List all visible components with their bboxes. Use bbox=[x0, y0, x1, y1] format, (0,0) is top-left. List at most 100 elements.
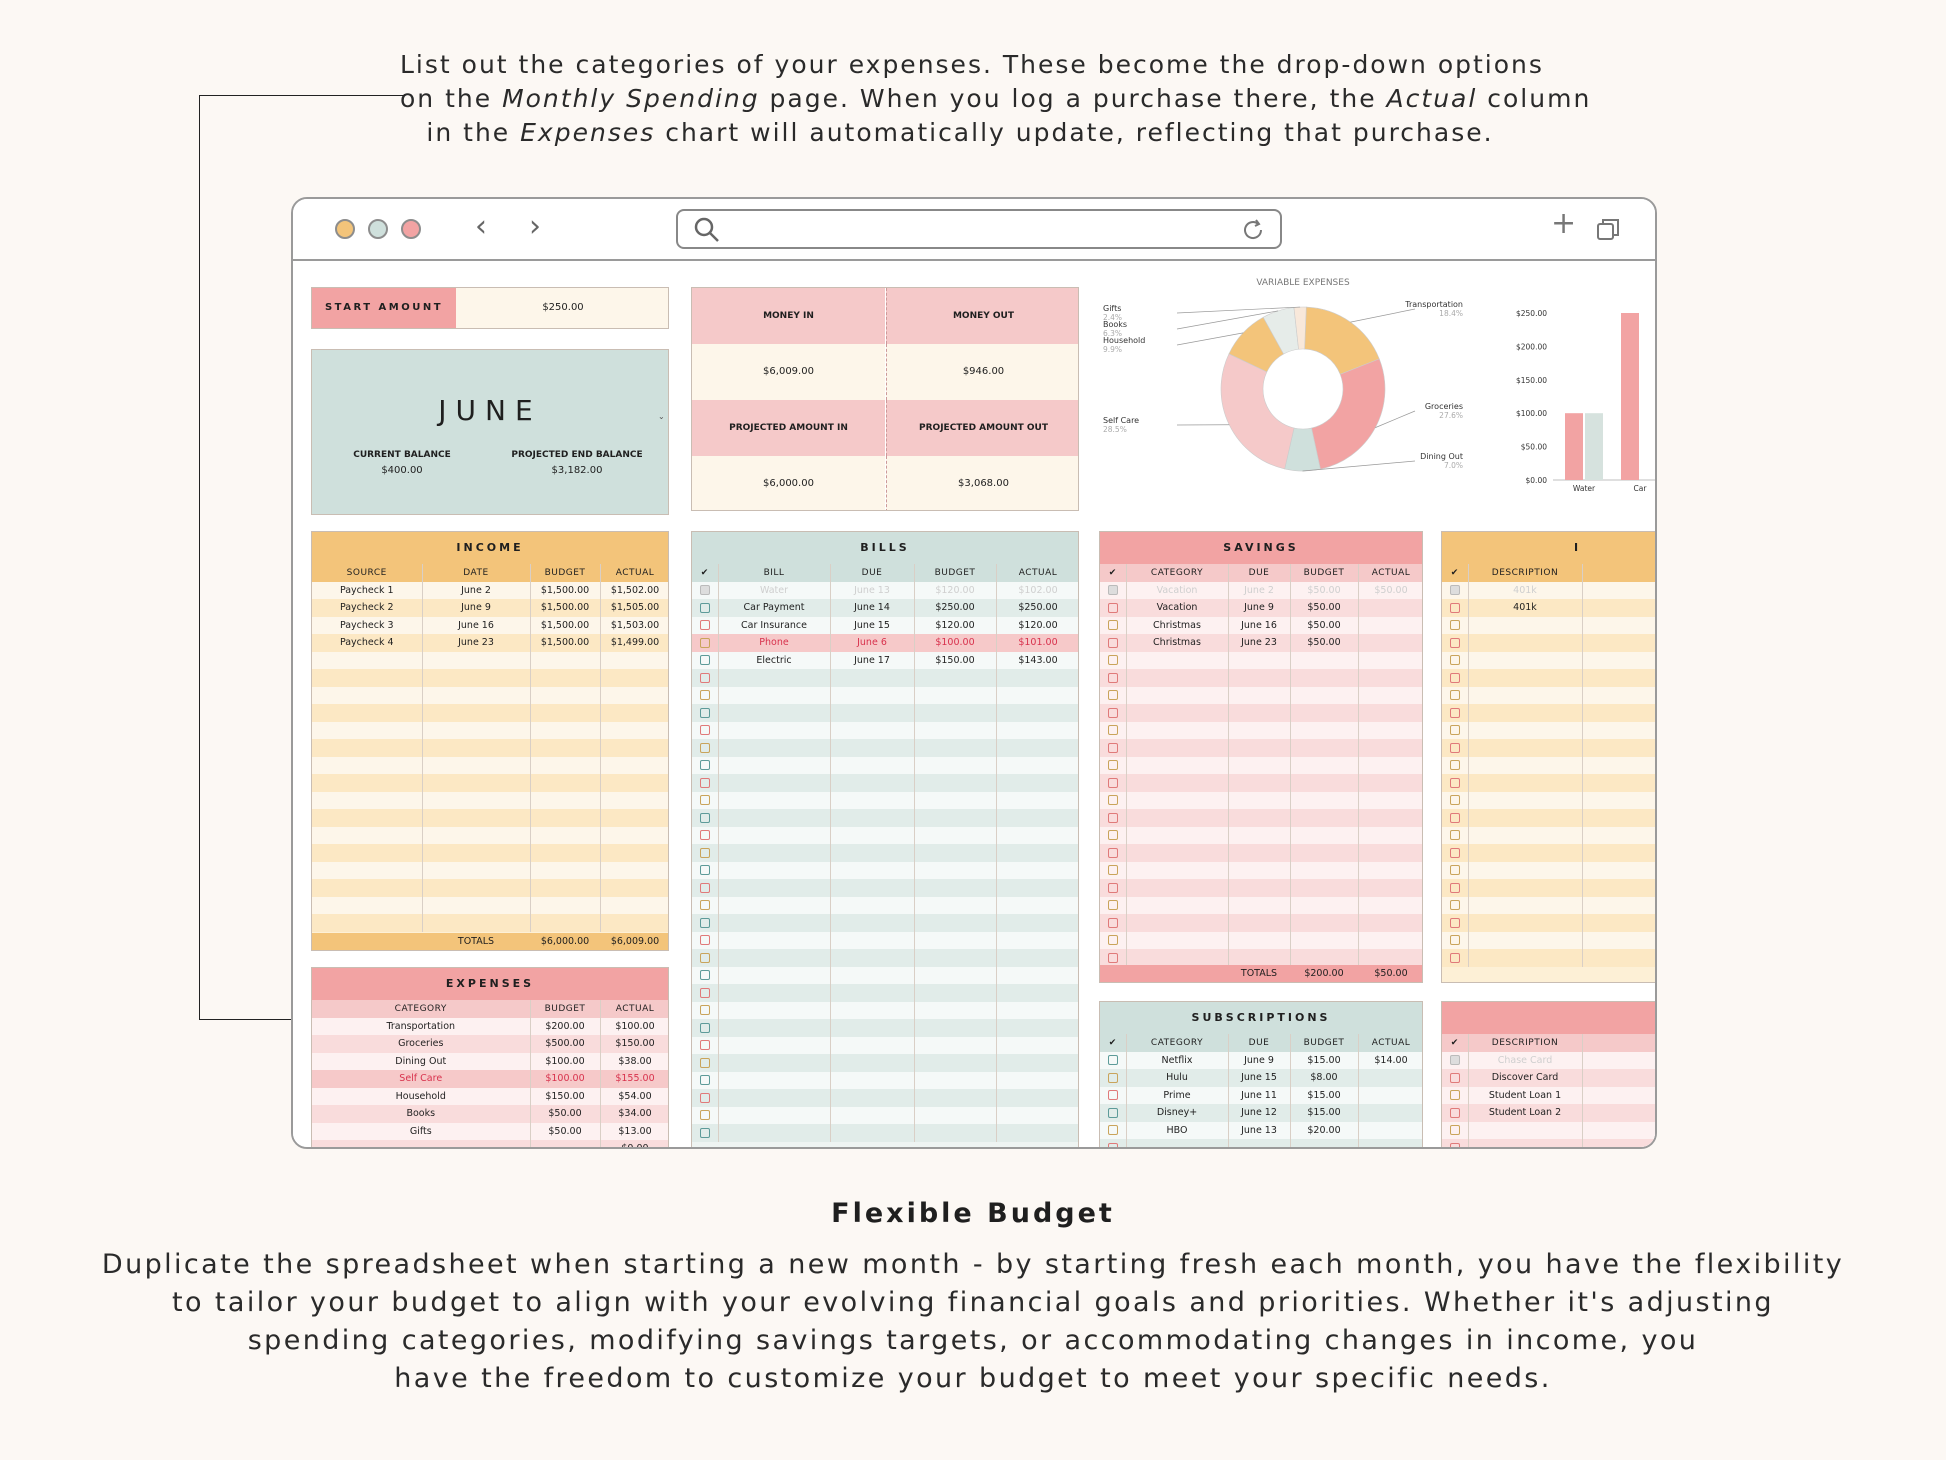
bill-checkbox[interactable] bbox=[699, 1075, 710, 1086]
saving-budget[interactable] bbox=[1290, 756, 1359, 774]
income-row[interactable] bbox=[312, 809, 668, 827]
bill-name[interactable] bbox=[718, 669, 831, 687]
investment-checkbox[interactable] bbox=[1449, 865, 1460, 876]
saving-checkbox-cell[interactable] bbox=[1100, 686, 1127, 704]
income-budget[interactable] bbox=[530, 721, 601, 739]
income-actual[interactable] bbox=[600, 791, 668, 809]
bill-due[interactable]: June 17 bbox=[830, 651, 915, 669]
bill-name[interactable] bbox=[718, 1071, 831, 1089]
bill-row[interactable] bbox=[692, 791, 1078, 809]
bill-row[interactable] bbox=[692, 896, 1078, 914]
investment-row[interactable] bbox=[1442, 634, 1655, 652]
sub-actual[interactable]: $14.00 bbox=[1358, 1051, 1422, 1069]
saving-category[interactable] bbox=[1126, 704, 1229, 722]
expense-budget[interactable]: $200.00 bbox=[530, 1017, 601, 1035]
saving-due[interactable]: June 2 bbox=[1228, 581, 1291, 599]
saving-actual[interactable] bbox=[1358, 721, 1422, 739]
investment-row[interactable]: 401k bbox=[1442, 599, 1655, 617]
bill-due[interactable] bbox=[830, 879, 915, 897]
bill-actual[interactable] bbox=[996, 669, 1078, 687]
inv-checkbox-cell[interactable] bbox=[1442, 721, 1469, 739]
bill-budget[interactable] bbox=[914, 791, 997, 809]
saving-actual[interactable] bbox=[1358, 756, 1422, 774]
income-actual[interactable] bbox=[600, 844, 668, 862]
bill-due[interactable] bbox=[830, 669, 915, 687]
bill-row[interactable] bbox=[692, 914, 1078, 932]
inv-description[interactable] bbox=[1468, 931, 1583, 949]
expense-category[interactable]: Dining Out bbox=[312, 1052, 531, 1070]
inv-description[interactable] bbox=[1468, 914, 1583, 932]
saving-checkbox-cell[interactable] bbox=[1100, 914, 1127, 932]
income-row[interactable] bbox=[312, 914, 668, 932]
income-actual[interactable] bbox=[600, 914, 668, 932]
bill-checkbox[interactable] bbox=[699, 585, 710, 596]
income-date[interactable] bbox=[422, 791, 531, 809]
bill-row[interactable] bbox=[692, 721, 1078, 739]
saving-checkbox-cell[interactable] bbox=[1100, 949, 1127, 967]
debt-checkbox-cell[interactable] bbox=[1442, 1069, 1469, 1087]
saving-row[interactable] bbox=[1100, 791, 1422, 809]
saving-due[interactable] bbox=[1228, 879, 1291, 897]
bill-due[interactable] bbox=[830, 809, 915, 827]
investment-checkbox[interactable] bbox=[1449, 620, 1460, 631]
saving-actual[interactable] bbox=[1358, 686, 1422, 704]
saving-checkbox[interactable] bbox=[1107, 882, 1118, 893]
bill-name[interactable] bbox=[718, 791, 831, 809]
bill-due[interactable] bbox=[830, 826, 915, 844]
saving-checkbox-cell[interactable] bbox=[1100, 634, 1127, 652]
sub-actual[interactable] bbox=[1358, 1121, 1422, 1139]
bill-checkbox[interactable] bbox=[699, 777, 710, 788]
bill-checkbox-cell[interactable] bbox=[692, 581, 719, 599]
bill-checkbox-cell[interactable] bbox=[692, 651, 719, 669]
saving-category[interactable] bbox=[1126, 931, 1229, 949]
income-budget[interactable] bbox=[530, 844, 601, 862]
bill-name[interactable] bbox=[718, 1054, 831, 1072]
bill-row[interactable] bbox=[692, 879, 1078, 897]
income-date[interactable]: June 23 bbox=[422, 634, 531, 652]
saving-actual[interactable] bbox=[1358, 879, 1422, 897]
bill-actual[interactable]: $120.00 bbox=[996, 616, 1078, 634]
bill-checkbox-cell[interactable] bbox=[692, 896, 719, 914]
sub-checkbox-cell[interactable] bbox=[1100, 1121, 1127, 1139]
bill-budget[interactable] bbox=[914, 1071, 997, 1089]
income-source[interactable] bbox=[312, 914, 423, 932]
income-row[interactable] bbox=[312, 704, 668, 722]
bill-due[interactable] bbox=[830, 1019, 915, 1037]
saving-budget[interactable] bbox=[1290, 896, 1359, 914]
income-row[interactable] bbox=[312, 686, 668, 704]
bill-row[interactable] bbox=[692, 1106, 1078, 1124]
saving-row[interactable] bbox=[1100, 914, 1422, 932]
debt-checkbox-cell[interactable] bbox=[1442, 1139, 1469, 1147]
bill-name[interactable]: Phone bbox=[718, 634, 831, 652]
saving-budget[interactable] bbox=[1290, 949, 1359, 967]
income-source[interactable]: Paycheck 2 bbox=[312, 599, 423, 617]
bill-budget[interactable] bbox=[914, 896, 997, 914]
income-budget[interactable] bbox=[530, 896, 601, 914]
bill-name[interactable] bbox=[718, 1106, 831, 1124]
income-actual[interactable] bbox=[600, 721, 668, 739]
income-actual[interactable] bbox=[600, 686, 668, 704]
income-row[interactable] bbox=[312, 896, 668, 914]
bill-actual[interactable] bbox=[996, 984, 1078, 1002]
saving-due[interactable] bbox=[1228, 774, 1291, 792]
sub-actual[interactable] bbox=[1358, 1104, 1422, 1122]
saving-actual[interactable] bbox=[1358, 949, 1422, 967]
sub-actual[interactable] bbox=[1358, 1069, 1422, 1087]
bill-actual[interactable] bbox=[996, 774, 1078, 792]
expense-actual[interactable]: $34.00 bbox=[600, 1105, 668, 1123]
inv-description[interactable] bbox=[1468, 826, 1583, 844]
window-minimize-dot[interactable] bbox=[335, 219, 355, 239]
investment-checkbox[interactable] bbox=[1449, 812, 1460, 823]
bar-water-actual[interactable] bbox=[1585, 413, 1603, 480]
bill-due[interactable] bbox=[830, 1071, 915, 1089]
bill-due[interactable] bbox=[830, 1089, 915, 1107]
saving-category[interactable]: Vacation bbox=[1126, 581, 1229, 599]
saving-checkbox-cell[interactable] bbox=[1100, 861, 1127, 879]
saving-row[interactable] bbox=[1100, 861, 1422, 879]
income-row[interactable] bbox=[312, 861, 668, 879]
saving-budget[interactable] bbox=[1290, 914, 1359, 932]
bill-checkbox-cell[interactable] bbox=[692, 966, 719, 984]
subscription-row[interactable]: HBO June 13 $20.00 bbox=[1100, 1121, 1422, 1139]
saving-checkbox-cell[interactable] bbox=[1100, 599, 1127, 617]
bill-budget[interactable] bbox=[914, 844, 997, 862]
